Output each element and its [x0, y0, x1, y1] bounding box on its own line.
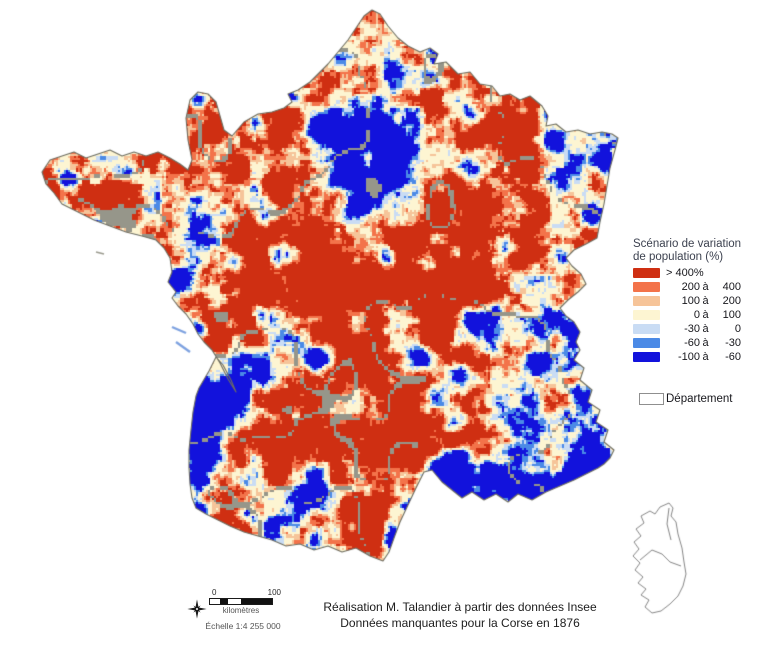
legend-class-swatch — [633, 282, 660, 292]
legend-class-swatch — [633, 352, 660, 362]
legend-class-label: 200 — [722, 295, 741, 307]
legend-class-label: -60 — [684, 337, 700, 349]
legend-title-line1: Scénario de variation — [633, 238, 742, 250]
legend-class-row: -100 à -60 — [633, 350, 741, 364]
compass-rose-icon — [186, 598, 208, 620]
caption-line1: Réalisation M. Talandier à partir des do… — [323, 600, 597, 614]
legend-class-label: 100 — [722, 309, 741, 321]
legend-class-swatch — [633, 268, 660, 278]
legend-class-label: à — [702, 351, 709, 363]
legend-class-label: 400 — [722, 281, 741, 293]
legend-class-label: -30 — [684, 323, 700, 335]
legend-class-swatch — [633, 296, 660, 306]
legend-title-line2: de population (%) — [633, 251, 724, 263]
legend-class-row: -60 à -30 — [633, 336, 741, 350]
legend-class-label: à — [702, 323, 709, 335]
legend-class-swatch — [633, 324, 660, 334]
legend-class-swatch — [633, 310, 660, 320]
legend-class-row: 200 à 400 — [633, 280, 741, 294]
scale-unit-label: kilomètres — [222, 606, 260, 615]
map-caption: Réalisation M. Talandier à partir des do… — [280, 599, 640, 631]
legend-class-label: -60 — [725, 351, 741, 363]
legend-class-label: à — [702, 295, 709, 307]
legend-class-row: > 400% — [633, 266, 741, 280]
scale-bar-block: 0 100 kilomètres Échelle 1:4 255 000 — [205, 588, 281, 631]
scale-start-label: 0 — [212, 588, 217, 597]
legend-class-row: 0 à 100 — [633, 308, 741, 322]
legend-classes: > 400% 200 à 400 100 à 200 0 à 100 -30 à 0 -60 à -30 -10… — [633, 266, 741, 364]
scale-bar-labels: 0 100 — [209, 588, 281, 597]
scale-ratio-label: Échelle 1:4 255 000 — [205, 621, 281, 631]
department-swatch — [639, 393, 664, 405]
legend-class-label: -30 — [725, 337, 741, 349]
legend-title: Scénario de variation de population (%) — [633, 238, 765, 264]
scale-bar — [209, 598, 273, 605]
caption-line2: Données manquantes pour la Corse en 1876 — [340, 616, 580, 630]
legend-class-label: -100 — [677, 351, 700, 363]
legend-class-label: à — [702, 281, 709, 293]
legend-class-label: 0 — [734, 323, 741, 335]
department-label: Département — [666, 393, 733, 405]
legend-class-swatch — [633, 338, 660, 348]
legend-department: Département — [639, 393, 732, 405]
scale-end-label: 100 — [267, 588, 281, 597]
legend-class-label: 100 — [681, 295, 700, 307]
legend-class-label: 200 — [681, 281, 700, 293]
map-legend: Scénario de variation de population (%) … — [633, 238, 765, 405]
legend-class-row: -30 à 0 — [633, 322, 741, 336]
legend-class-label: à — [702, 337, 709, 349]
legend-class-row: 100 à 200 — [633, 294, 741, 308]
legend-class-label: > 400% — [666, 267, 704, 279]
legend-class-label: à — [702, 309, 709, 321]
legend-class-label: 0 — [693, 309, 700, 321]
